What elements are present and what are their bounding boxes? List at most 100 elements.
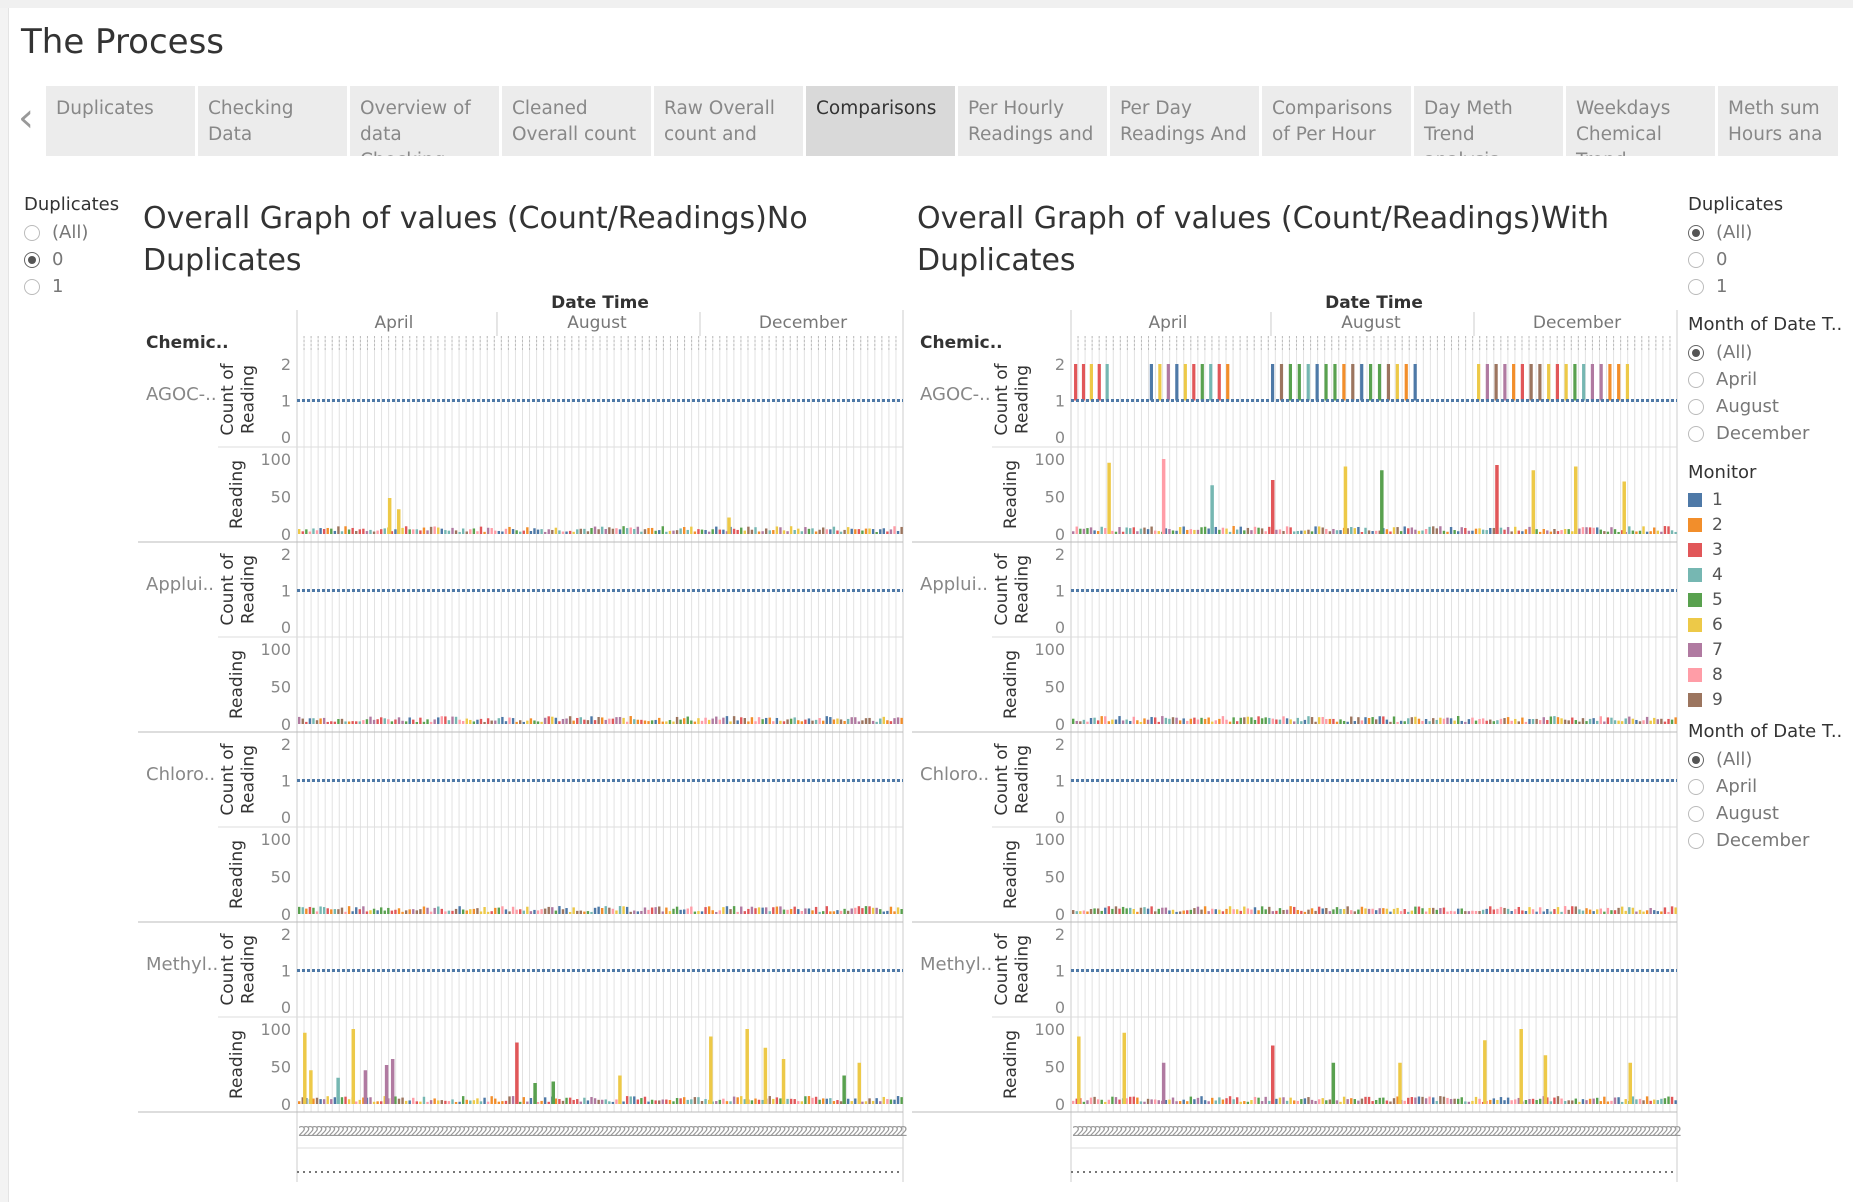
radio-icon[interactable] (1688, 425, 1704, 442)
reading-bar-small (1275, 910, 1278, 914)
legend-item-monitor-6[interactable]: 6 (1688, 612, 1756, 637)
tab-7[interactable]: Per Hourly Readings and (958, 86, 1107, 156)
legend-item-monitor-5[interactable]: 5 (1688, 587, 1756, 612)
date-tick-label: 2 (1401, 1125, 1409, 1140)
reading-bar-small (1100, 910, 1103, 914)
month2-option-3[interactable]: August (1688, 800, 1842, 827)
reading-bar-small (1207, 1101, 1210, 1104)
reading-bar-small (379, 529, 383, 534)
month2-option-2[interactable]: April (1688, 773, 1842, 800)
legend-item-monitor-1[interactable]: 1 (1688, 487, 1756, 512)
legend-item-monitor-2[interactable]: 2 (1688, 512, 1756, 537)
reading-bar-small (768, 530, 771, 534)
radio-icon[interactable] (1688, 832, 1704, 849)
radio-icon[interactable] (1688, 751, 1704, 768)
duplicate-count-bar (1288, 364, 1293, 401)
reading-bar-small (1164, 528, 1168, 534)
radio-icon[interactable] (1688, 224, 1704, 241)
reading-bar-small (1310, 717, 1314, 724)
radio-icon[interactable] (24, 278, 40, 295)
date-tick-label: 2 (1375, 1125, 1383, 1140)
tab-11[interactable]: Weekdays Chemical Trend (1566, 86, 1715, 156)
radio-icon[interactable] (1688, 805, 1704, 822)
tab-8[interactable]: Per Day Readings And (1110, 86, 1259, 156)
reading-bar-small (1460, 1097, 1463, 1104)
right-duplicates-option-2[interactable]: 0 (1688, 246, 1783, 273)
month1-option-4[interactable]: December (1688, 420, 1842, 447)
radio-icon[interactable] (1688, 278, 1704, 295)
reading-bar-small (900, 526, 903, 534)
tab-4[interactable]: Cleaned Overall count (502, 86, 651, 156)
date-tick-label: 2 (484, 1125, 492, 1140)
radio-icon[interactable] (1688, 371, 1704, 388)
tab-10[interactable]: Day Meth Trend analysis (1414, 86, 1563, 156)
radio-icon[interactable] (24, 251, 40, 268)
right-duplicates-option-1[interactable]: (All) (1688, 219, 1783, 246)
date-tick-label: 2 (398, 1125, 406, 1140)
reading-bar-small (590, 911, 593, 914)
tab-12[interactable]: Meth sum Hours ana (1718, 86, 1838, 156)
radio-icon[interactable] (24, 224, 40, 241)
month1-option-3[interactable]: August (1688, 393, 1842, 420)
reading-bar-small (597, 906, 600, 914)
tab-9[interactable]: Comparisons of Per Hour (1262, 86, 1411, 156)
reading-bar-small (1171, 717, 1175, 724)
reading-bar-small (1293, 531, 1296, 534)
legend-item-monitor-9[interactable]: 9 (1688, 687, 1756, 712)
date-tick-label: 2 (558, 1125, 566, 1140)
reading-axis-title: Reading (1001, 460, 1021, 529)
reading-bar-small (1596, 909, 1599, 914)
reading-bar-small (1325, 907, 1328, 914)
reading-bar-small (800, 721, 804, 724)
reading-bar-small (362, 1097, 365, 1104)
date-tick-label: 2 (1366, 1125, 1374, 1140)
reading-bar-small (515, 530, 518, 534)
tab-5[interactable]: Raw Overall count and (654, 86, 803, 156)
date-tick-label: 2 (519, 1125, 527, 1140)
reading-bar-small (886, 1099, 889, 1104)
reading-bar-small (447, 720, 451, 724)
radio-icon[interactable] (1688, 344, 1704, 361)
right-duplicates-option-3[interactable]: 1 (1688, 273, 1783, 300)
date-tick-label: 2 (536, 1125, 544, 1140)
date-tick-label: 2 (1362, 1125, 1370, 1140)
month1-option-2[interactable]: April (1688, 366, 1842, 393)
reading-bar-small (604, 1099, 607, 1104)
date-tick-label: 2 (354, 1125, 362, 1140)
date-tick-label: 2 (510, 1125, 518, 1140)
reading-bar-small (640, 719, 643, 724)
reading-bar-small (312, 528, 315, 534)
radio-icon[interactable] (1688, 778, 1704, 795)
date-tick-label: 2 (1630, 1125, 1638, 1140)
left-duplicates-filter-title: Duplicates (24, 194, 120, 215)
left-duplicates-option-1[interactable]: (All) (24, 219, 119, 246)
month2-option-1[interactable]: (All) (1688, 746, 1842, 773)
tabs-prev-icon[interactable]: ‹ (18, 95, 34, 141)
legend-item-monitor-4[interactable]: 4 (1688, 562, 1756, 587)
legend-label: 2 (1712, 514, 1723, 535)
month2-option-label: August (1716, 803, 1779, 824)
reading-bar-small (1289, 719, 1292, 724)
legend-swatch (1688, 542, 1702, 557)
tab-6[interactable]: Comparisons (806, 86, 955, 156)
date-tick-label: 2 (324, 1125, 332, 1140)
reading-bar-small (1300, 721, 1303, 724)
radio-icon[interactable] (1688, 251, 1704, 268)
tab-3[interactable]: Overview of data Checking (350, 86, 499, 156)
tab-2[interactable]: Checking Data (198, 86, 347, 156)
left-duplicates-option-3[interactable]: 1 (24, 273, 119, 300)
reading-bar-small (886, 720, 889, 724)
reading-bar-small (1189, 909, 1193, 914)
reading-bar-small (675, 906, 679, 914)
legend-item-monitor-7[interactable]: 7 (1688, 637, 1756, 662)
tab-1[interactable]: Duplicates (46, 86, 195, 156)
month2-option-4[interactable]: December (1688, 827, 1842, 854)
date-tick-label: 2 (692, 1125, 700, 1140)
legend-item-monitor-8[interactable]: 8 (1688, 662, 1756, 687)
radio-icon[interactable] (1688, 398, 1704, 415)
month1-option-1[interactable]: (All) (1688, 339, 1842, 366)
legend-item-monitor-3[interactable]: 3 (1688, 537, 1756, 562)
reading-bar-small (1132, 909, 1135, 914)
duplicate-count-bar (1074, 364, 1078, 401)
left-duplicates-option-2[interactable]: 0 (24, 246, 119, 273)
